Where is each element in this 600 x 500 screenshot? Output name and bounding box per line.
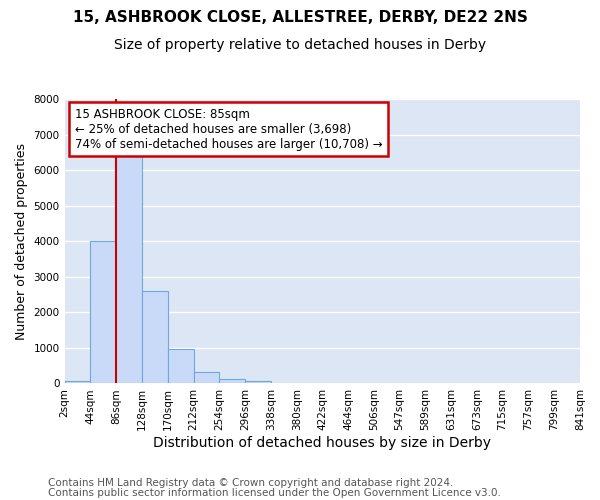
- Y-axis label: Number of detached properties: Number of detached properties: [15, 142, 28, 340]
- Text: Size of property relative to detached houses in Derby: Size of property relative to detached ho…: [114, 38, 486, 52]
- Text: Contains public sector information licensed under the Open Government Licence v3: Contains public sector information licen…: [48, 488, 501, 498]
- Bar: [168, 350, 194, 384]
- Text: Contains HM Land Registry data © Crown copyright and database right 2024.: Contains HM Land Registry data © Crown c…: [48, 478, 454, 488]
- Bar: [91, 241, 116, 384]
- Bar: [220, 379, 245, 384]
- Bar: [116, 149, 142, 384]
- Bar: [245, 382, 271, 384]
- X-axis label: Distribution of detached houses by size in Derby: Distribution of detached houses by size …: [153, 436, 491, 450]
- Bar: [142, 291, 168, 384]
- Bar: [194, 372, 220, 384]
- Text: 15, ASHBROOK CLOSE, ALLESTREE, DERBY, DE22 2NS: 15, ASHBROOK CLOSE, ALLESTREE, DERBY, DE…: [73, 10, 527, 25]
- Text: 15 ASHBROOK CLOSE: 85sqm
← 25% of detached houses are smaller (3,698)
74% of sem: 15 ASHBROOK CLOSE: 85sqm ← 25% of detach…: [75, 108, 382, 150]
- Bar: [65, 381, 91, 384]
